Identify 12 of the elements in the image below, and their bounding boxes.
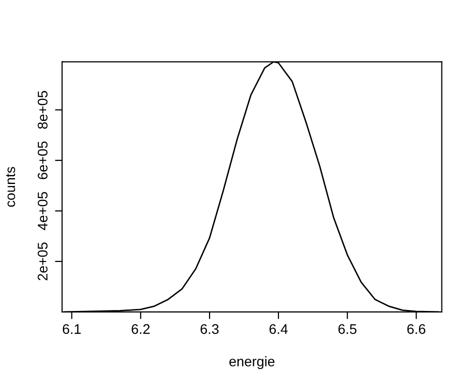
x-tick-label: 6.2 [132,324,150,334]
x-axis-title: energie [229,356,274,370]
y-tick-label: 6e+05 [38,141,48,180]
x-tick-label: 6.3 [200,324,219,334]
y-tick-label: 8e+05 [38,90,48,129]
y-tick-label: 2e+05 [38,242,48,280]
x-tick-label: 6.1 [62,324,81,334]
x-tick-label: 6.6 [407,324,426,334]
y-axis-title: counts [6,166,16,207]
x-tick-label: 6.4 [270,324,288,334]
y-tick-label: 4e+05 [38,192,48,230]
x-tick-label: 6.5 [338,324,356,334]
